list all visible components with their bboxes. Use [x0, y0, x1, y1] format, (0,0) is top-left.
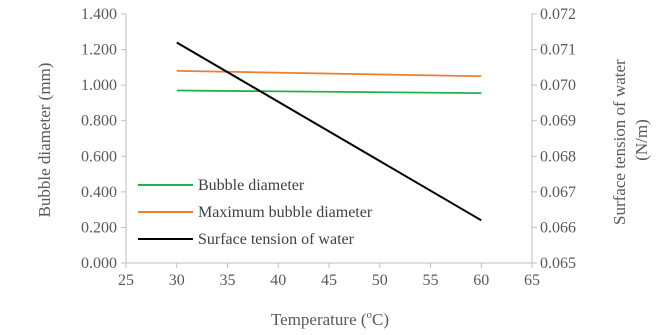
x-tick-label: 65 — [524, 272, 540, 289]
y-right-tick-label: 0.069 — [540, 113, 576, 130]
x-tick-label: 35 — [220, 272, 236, 289]
ticks-group: 0.000 0.200 0.400 0.600 0.800 1.000 1.200 1.400… — [81, 6, 576, 289]
y-axis-right-title: Surface tension of water (N/m) — [610, 55, 651, 225]
y-right-tick-label: 0.070 — [540, 77, 576, 94]
x-tick-label: 30 — [169, 272, 185, 289]
x-axis-title-pre: Temperature ( — [271, 310, 367, 329]
y-axis-right-title-line2: (N/m) — [632, 119, 651, 161]
x-tick-label: 55 — [423, 272, 439, 289]
y-left-tick-label: 0.400 — [81, 184, 117, 201]
legend-label-3: Surface tension of water — [198, 231, 355, 248]
x-tick-label: 45 — [321, 272, 337, 289]
legend-label-2: Maximum bubble diameter — [198, 204, 373, 221]
y-left-tick-label: 0.200 — [81, 219, 117, 236]
series-line-1 — [176, 89, 482, 95]
y-right-tick-label: 0.072 — [540, 6, 576, 23]
legend: Bubble diameter Maximum bubble diameter Su… — [138, 177, 373, 248]
y-left-tick-label: 0.800 — [81, 113, 117, 130]
y-axis-left-title: Bubble diameter (mm) — [35, 63, 54, 218]
y-left-tick-label: 0.600 — [81, 148, 117, 165]
y-left-tick-label: 0.000 — [81, 255, 117, 272]
x-axis-title-post: C) — [372, 310, 389, 329]
y-right-tick-label: 0.066 — [540, 219, 576, 236]
x-tick-label: 40 — [270, 272, 286, 289]
y-left-tick-label: 1.000 — [81, 77, 117, 94]
legend-label-1: Bubble diameter — [198, 177, 305, 194]
y-right-tick-label: 0.067 — [540, 184, 576, 201]
y-right-tick-label: 0.068 — [540, 148, 576, 165]
y-left-tick-label: 1.400 — [81, 6, 117, 23]
x-tick-label: 25 — [118, 272, 134, 289]
y-right-tick-label: 0.071 — [540, 42, 576, 59]
x-axis-title: Temperature (oC) — [271, 309, 389, 329]
x-tick-label: 60 — [473, 272, 489, 289]
series-group — [176, 41, 482, 222]
y-right-tick-label: 0.065 — [540, 255, 576, 272]
series-line-2 — [176, 70, 482, 78]
x-tick-label: 50 — [372, 272, 388, 289]
series-line-3 — [176, 41, 482, 222]
y-left-tick-label: 1.200 — [81, 42, 117, 59]
y-axis-right-title-line1: Surface tension of water — [610, 59, 629, 225]
x-axis-title-sup: o — [367, 309, 373, 321]
axes-group — [125, 14, 533, 264]
